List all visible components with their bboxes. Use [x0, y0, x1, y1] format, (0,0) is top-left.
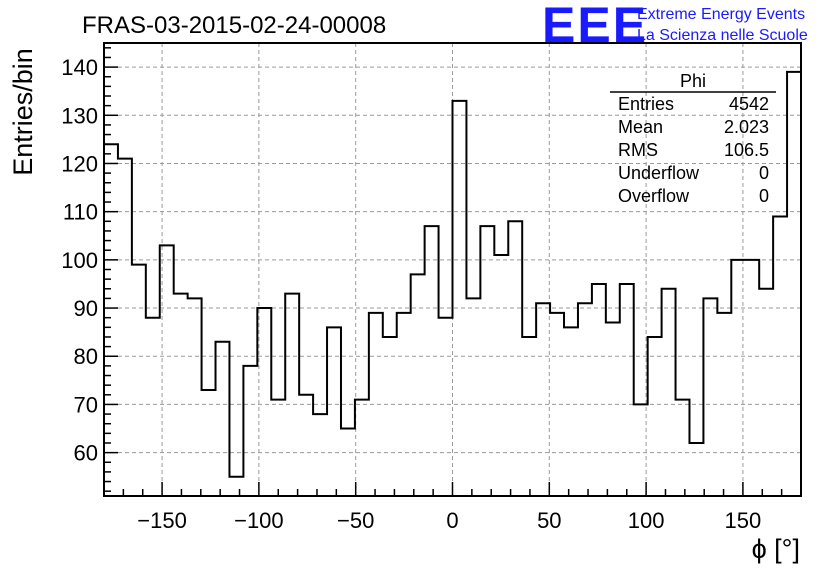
stats-box: Phi Entries 4542 Mean 2.023 RMS 106.5 Underflo…	[610, 71, 776, 206]
histogram-series	[103, 70, 802, 496]
x-tick-label: 50	[537, 508, 561, 533]
stats-value: 0	[759, 186, 769, 206]
stats-label: Mean	[618, 117, 663, 137]
plot-title: FRAS-03-2015-02-24-00008	[82, 12, 386, 39]
stats-label: Entries	[618, 94, 674, 114]
y-tick-label: 70	[74, 392, 98, 417]
y-tick-label: 140	[61, 55, 98, 80]
axis-ticks	[103, 47, 802, 496]
y-tick-label: 100	[61, 248, 98, 273]
stats-label: Underflow	[618, 163, 700, 183]
x-tick-label: 150	[725, 508, 762, 533]
y-tick-label: 60	[74, 441, 98, 466]
y-tick-label: 110	[63, 200, 98, 225]
x-tick-labels: −150 −100 −50 0 50 100 150	[137, 508, 761, 533]
stats-value: 2.023	[724, 117, 769, 137]
logo-line2: La Scienza nelle Scuole	[637, 27, 808, 44]
stats-value: 106.5	[724, 140, 769, 160]
y-tick-label: 80	[74, 344, 98, 369]
eee-logo: EEE	[542, 0, 648, 53]
x-tick-label: −150	[137, 508, 187, 533]
stats-label: Overflow	[618, 186, 690, 206]
stats-box-title: Phi	[680, 71, 706, 91]
x-tick-label: 0	[446, 508, 458, 533]
y-tick-label: 130	[61, 103, 98, 128]
x-tick-label: 100	[628, 508, 665, 533]
stats-value: 0	[759, 163, 769, 183]
logo-line1: Extreme Energy Events	[637, 6, 805, 23]
y-tick-label: 120	[61, 151, 98, 176]
x-axis-title: ϕ [°]	[752, 534, 800, 564]
y-tick-labels: 60 70 80 90 100 110 120 130 140	[61, 55, 98, 466]
stats-label: RMS	[618, 140, 658, 160]
y-axis-title: Entries/bin	[8, 48, 38, 176]
stats-value: 4542	[729, 94, 769, 114]
x-tick-label: −100	[234, 508, 284, 533]
y-tick-label: 90	[74, 296, 98, 321]
x-tick-label: −50	[337, 508, 374, 533]
